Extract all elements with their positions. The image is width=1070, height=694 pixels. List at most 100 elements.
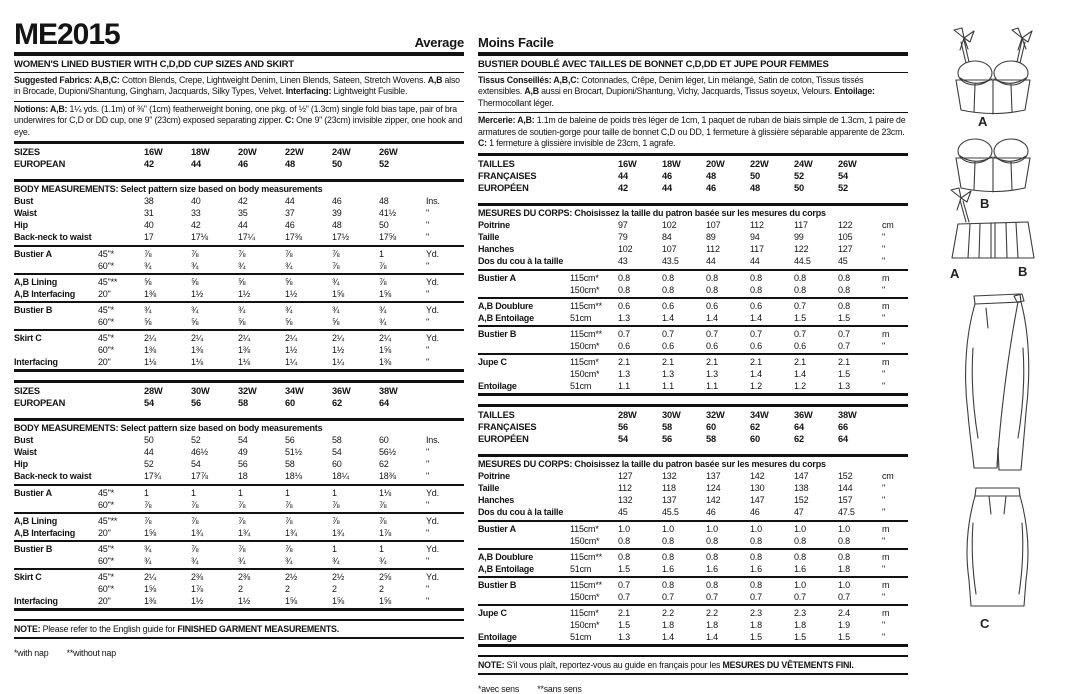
measurement-value: 97 <box>618 219 628 230</box>
skirt-back-illustration <box>966 487 1029 607</box>
size-value: 42 <box>618 182 628 193</box>
measurement-value: 99 <box>794 231 804 242</box>
bustier-back-illustration <box>950 187 1035 259</box>
yardage-value: 1½ <box>238 289 251 300</box>
size-value: 48 <box>285 159 295 170</box>
measurement-value: 50 <box>144 435 154 446</box>
yardage-value: 0.7 <box>750 591 762 602</box>
size-table-en-2: SIZES 28W 30W 32W 34W 36W 38W EUROPEAN 54 56 58 60 6… <box>14 380 464 612</box>
yardage-value: 1⅜ <box>379 357 392 368</box>
measurement-value: 62 <box>379 459 389 470</box>
size-table-en-1: SIZES 16W 18W 20W 22W 24W 26W EUROPEAN 42 44 46 48 5… <box>14 141 464 373</box>
yardage-value: ¾ <box>379 317 387 328</box>
yardage-value: ⅞ <box>285 500 293 511</box>
measurement-label: Poitrine <box>478 219 510 230</box>
yardage-value: 1.4 <box>750 368 762 379</box>
yardage-value: ¾ <box>238 261 246 272</box>
yardage-value: 1 <box>332 544 337 555</box>
yardage-value: ¾ <box>332 277 340 288</box>
yardage-value: 1½ <box>285 345 298 356</box>
yardage-value: 1.3 <box>706 368 718 379</box>
yardage-value: 2 <box>238 584 243 595</box>
suggested-fabrics-en: Suggested Fabrics: A,B,C: Cotton Blends,… <box>14 73 464 102</box>
measurement-value: 31 <box>144 208 154 219</box>
yardage-value: 1.2 <box>794 380 806 391</box>
yardage-value: 2½ <box>332 572 345 583</box>
yardage-value: 2.1 <box>706 356 718 367</box>
size-row-label: TAILLES <box>478 158 515 169</box>
measurement-value: 35 <box>238 208 248 219</box>
yardage-value: 1½ <box>332 345 345 356</box>
fabric-width: 51cm <box>570 563 592 574</box>
bustier-a-front-illustration <box>953 27 1033 115</box>
back-view-b-label: B <box>1018 264 1027 279</box>
unit-cell: " <box>882 284 885 295</box>
measurement-value: 79 <box>618 231 628 242</box>
yardage-value: 1.5 <box>794 631 806 642</box>
yardage-value: 2¼ <box>238 333 251 344</box>
measurement-value: 112 <box>706 243 720 254</box>
measurement-value: 157 <box>838 494 853 505</box>
yardage-value: 1.5 <box>838 368 850 379</box>
measurement-value: 48 <box>332 220 342 231</box>
unit-cell: " <box>426 471 429 482</box>
yardage-label: Skirt C <box>14 572 42 583</box>
measurement-value: 118 <box>662 482 676 493</box>
yardage-value: 1⅛ <box>191 357 204 368</box>
measurement-value: 33 <box>191 208 201 219</box>
fabric-width: 45"** <box>98 516 118 527</box>
yardage-value: 1.4 <box>706 631 718 642</box>
yardage-value: 0.6 <box>618 300 630 311</box>
yardage-value: 0.7 <box>618 591 630 602</box>
measurement-value: 48 <box>379 196 389 207</box>
yardage-value: 2.1 <box>662 356 674 367</box>
fabric-width: 60"* <box>98 584 114 595</box>
fabric-width: 60"* <box>98 500 114 511</box>
size-row-label: SIZES <box>14 386 40 397</box>
yardage-value: 1.3 <box>838 380 850 391</box>
size-value: 38W <box>379 386 398 397</box>
unit-cell: " <box>882 494 885 505</box>
yardage-value: ⅞ <box>238 516 246 527</box>
unit-cell: " <box>882 380 885 391</box>
measurement-value: 117 <box>794 219 808 230</box>
yardage-value: ⅞ <box>144 500 152 511</box>
measurement-value: 17⅜ <box>285 232 302 243</box>
unit-cell: m <box>882 356 890 367</box>
yardage-value: 1.1 <box>706 380 718 391</box>
yardage-value: ⅞ <box>379 500 387 511</box>
unit-cell: Ins. <box>426 196 440 207</box>
fabric-width: 60"* <box>98 261 114 272</box>
measurement-label: Taille <box>478 482 500 493</box>
yardage-value: 1 <box>238 488 243 499</box>
yardage-value: ⅞ <box>285 544 293 555</box>
unit-cell: " <box>426 459 429 470</box>
fabric-width: 150cm* <box>570 535 600 546</box>
measurement-value: 39 <box>332 208 342 219</box>
size-value: 26W <box>838 158 857 169</box>
yardage-value: 1.6 <box>794 563 806 574</box>
measurement-value: 38 <box>144 196 154 207</box>
yardage-value: ⅞ <box>144 249 152 260</box>
yardage-value: 2.1 <box>618 356 630 367</box>
unit-cell: m <box>882 551 890 562</box>
yardage-value: 1⅛ <box>144 357 157 368</box>
size-value: 60 <box>750 433 760 444</box>
body-measurements-title: BODY MEASUREMENTS: Select pattern size b… <box>14 184 323 195</box>
fabric-width: 150cm* <box>570 340 600 351</box>
unit-cell: " <box>882 368 885 379</box>
note-en: NOTE: Please refer to the English guide … <box>14 619 464 640</box>
size-value: 64 <box>794 421 804 432</box>
yardage-value: 1.5 <box>750 631 762 642</box>
measurement-value: 152 <box>794 494 809 505</box>
yardage-value: 1 <box>379 544 384 555</box>
size-value: 50 <box>794 182 804 193</box>
back-view-a-label: A <box>950 266 960 281</box>
measurement-label: Dos du cou à la taille <box>478 255 564 266</box>
yardage-value: 0.8 <box>750 579 762 590</box>
yardage-value: 1.3 <box>618 631 630 642</box>
yardage-value: 2.1 <box>838 356 850 367</box>
size-value: 44 <box>662 182 672 193</box>
yardage-label: Entoilage <box>478 380 517 391</box>
measurement-value: 122 <box>794 243 809 254</box>
